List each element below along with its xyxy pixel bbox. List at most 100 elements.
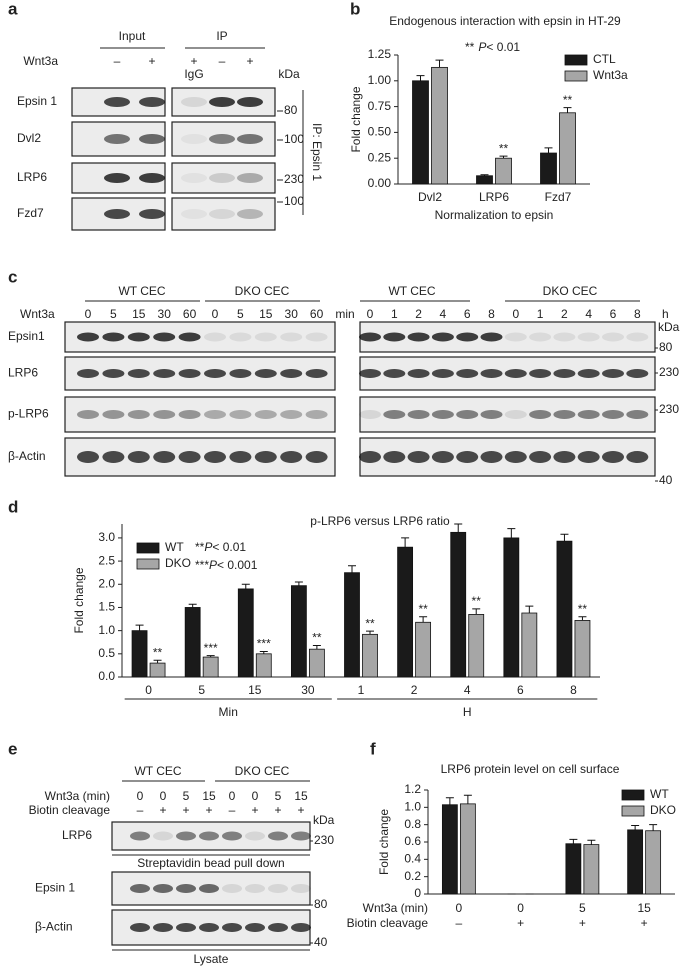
x-tick-label: + [579, 916, 586, 930]
bar [149, 662, 166, 678]
annotation-p: P [209, 558, 217, 572]
blot-band [237, 209, 263, 219]
blot-band [204, 332, 226, 342]
blot-band [178, 332, 201, 342]
y-tick-label: 2.5 [98, 553, 115, 567]
error-bar [563, 107, 572, 113]
error-bar [578, 616, 587, 621]
group-label: DKO CEC [543, 284, 598, 298]
blot-band [104, 173, 130, 183]
legend-label: CTL [593, 52, 616, 66]
y-tick-label: 0.2 [404, 869, 421, 883]
y-tick-label: 0.00 [368, 176, 392, 190]
blot-band [229, 369, 252, 378]
blot-band [181, 209, 207, 219]
blot-band [407, 451, 430, 463]
legend-label: DKO [165, 556, 191, 570]
blot-band [480, 369, 503, 378]
blot-band [480, 410, 503, 419]
blot-band [181, 173, 207, 183]
blot-band [626, 332, 649, 342]
blot-band [178, 369, 201, 378]
blot-band [209, 134, 235, 144]
y-tick-label: 2.0 [98, 576, 115, 590]
row-header: Biotin cleavage [29, 803, 111, 817]
error-bar [419, 616, 428, 623]
legend-swatch [564, 54, 588, 66]
bar [290, 585, 307, 678]
blot-band [153, 369, 176, 378]
panel-label: b [350, 0, 360, 18]
significance: *** [257, 637, 271, 651]
error-bar [560, 533, 569, 542]
ip-label: IP: Epsin 1 [310, 123, 324, 181]
group-label: WT CEC [118, 284, 165, 298]
time-label: 15 [294, 789, 308, 803]
blot-band [104, 209, 130, 219]
kda-label: kDa [658, 320, 680, 334]
blot-row-label: Epsin 1 [17, 94, 57, 108]
blot-band [245, 884, 265, 893]
sign: + [274, 803, 281, 817]
bar [540, 152, 557, 185]
error-bar [348, 565, 356, 573]
x-axis-label: Normalization to epsin [435, 208, 554, 222]
blot-band [254, 451, 277, 463]
blot-band [280, 451, 303, 463]
legend-swatch [621, 789, 645, 801]
error-bar [472, 608, 481, 615]
blot-band [153, 410, 176, 419]
significance: ** [563, 93, 573, 107]
x-tick-label: 6 [517, 683, 524, 697]
blot-band [222, 884, 242, 893]
blot-band [456, 410, 479, 419]
blot-frame [171, 197, 276, 231]
time-label: 5 [237, 307, 244, 321]
time-label: 4 [440, 307, 447, 321]
x-tick-label: 5 [579, 901, 586, 915]
blot-band [431, 410, 454, 419]
annotation: **P< 0.01 [465, 40, 520, 54]
blot-band [431, 451, 454, 463]
significance: ** [365, 616, 375, 630]
bar [397, 546, 414, 678]
group-label: WT CEC [388, 284, 435, 298]
caption: Streptavidin bead pull down [137, 856, 284, 870]
caption: Lysate [194, 952, 229, 966]
blot-band [383, 332, 406, 342]
blot-band [229, 451, 252, 463]
legend-swatch [136, 542, 160, 554]
legend-swatch [621, 805, 645, 817]
annotation-stars: *** [195, 558, 209, 572]
kda-marker: 80 [659, 340, 673, 354]
sign: – [229, 803, 236, 817]
row-header: Wnt3a (min) [45, 789, 110, 803]
blot-band [254, 410, 277, 419]
error-bar [569, 838, 578, 844]
sign: + [246, 54, 253, 68]
blot-band [504, 369, 527, 378]
group-label: WT CEC [134, 764, 181, 778]
annotation-stars: ** [195, 540, 205, 554]
bar [237, 588, 254, 678]
blot-band [204, 369, 226, 378]
error-bar [294, 581, 303, 586]
blot-row-label: Epsin1 [8, 329, 45, 343]
annotation-stars: ** [465, 40, 475, 54]
legend-label: WT [165, 540, 184, 554]
blot-band [359, 451, 381, 463]
blot-band [139, 97, 165, 107]
error-bar [445, 797, 454, 805]
y-tick-label: 0.4 [404, 852, 421, 866]
blot-band [77, 410, 99, 419]
blot-band [153, 332, 176, 342]
legend-label: DKO [650, 803, 676, 817]
y-tick-label: 0.6 [404, 834, 421, 848]
blot-band [431, 332, 454, 342]
kda-marker: 80 [284, 103, 298, 117]
blot-band [237, 134, 263, 144]
blot-band [127, 369, 150, 378]
error-bar [206, 655, 215, 658]
blot-band [178, 410, 201, 419]
